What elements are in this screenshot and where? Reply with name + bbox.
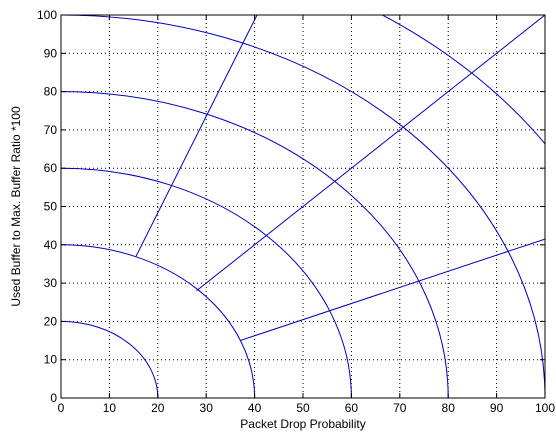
y-tick-label: 50 — [44, 200, 58, 214]
x-tick-label: 100 — [535, 401, 555, 415]
ticks: 0 10 20 30 40 50 60 70 80 90 100 0 10 20 30 40 50 60 70 80 9… — [37, 8, 555, 415]
y-tick-label: 10 — [44, 353, 58, 367]
y-tick-label: 70 — [44, 123, 58, 137]
x-tick-label: 20 — [151, 401, 165, 415]
x-tick-label: 80 — [442, 401, 456, 415]
x-tick-label: 30 — [200, 401, 214, 415]
x-axis-label: Packet Drop Probability — [240, 417, 365, 431]
series-line — [135, 15, 258, 257]
y-tick-label: 60 — [44, 161, 58, 175]
y-tick-label: 30 — [44, 276, 58, 290]
y-tick-label: 0 — [50, 391, 57, 405]
x-tick-label: 50 — [296, 401, 310, 415]
x-tick-label: 10 — [103, 401, 117, 415]
y-tick-label: 100 — [37, 8, 57, 22]
plot-lines — [61, 15, 545, 398]
y-axis-label: Used Buffer to Max. Buffer Ratio *100 — [9, 106, 23, 307]
series-line — [239, 238, 545, 342]
x-tick-label: 70 — [393, 401, 407, 415]
x-tick-label: 60 — [345, 401, 359, 415]
x-tick-label: 90 — [490, 401, 504, 415]
y-tick-label: 40 — [44, 238, 58, 252]
y-tick-label: 20 — [44, 314, 58, 328]
series-line — [196, 15, 545, 292]
x-tick-label: 40 — [248, 401, 262, 415]
y-tick-label: 90 — [44, 46, 58, 60]
y-tick-label: 80 — [44, 85, 58, 99]
x-tick-label: 0 — [58, 401, 65, 415]
arc-curve — [61, 320, 159, 398]
